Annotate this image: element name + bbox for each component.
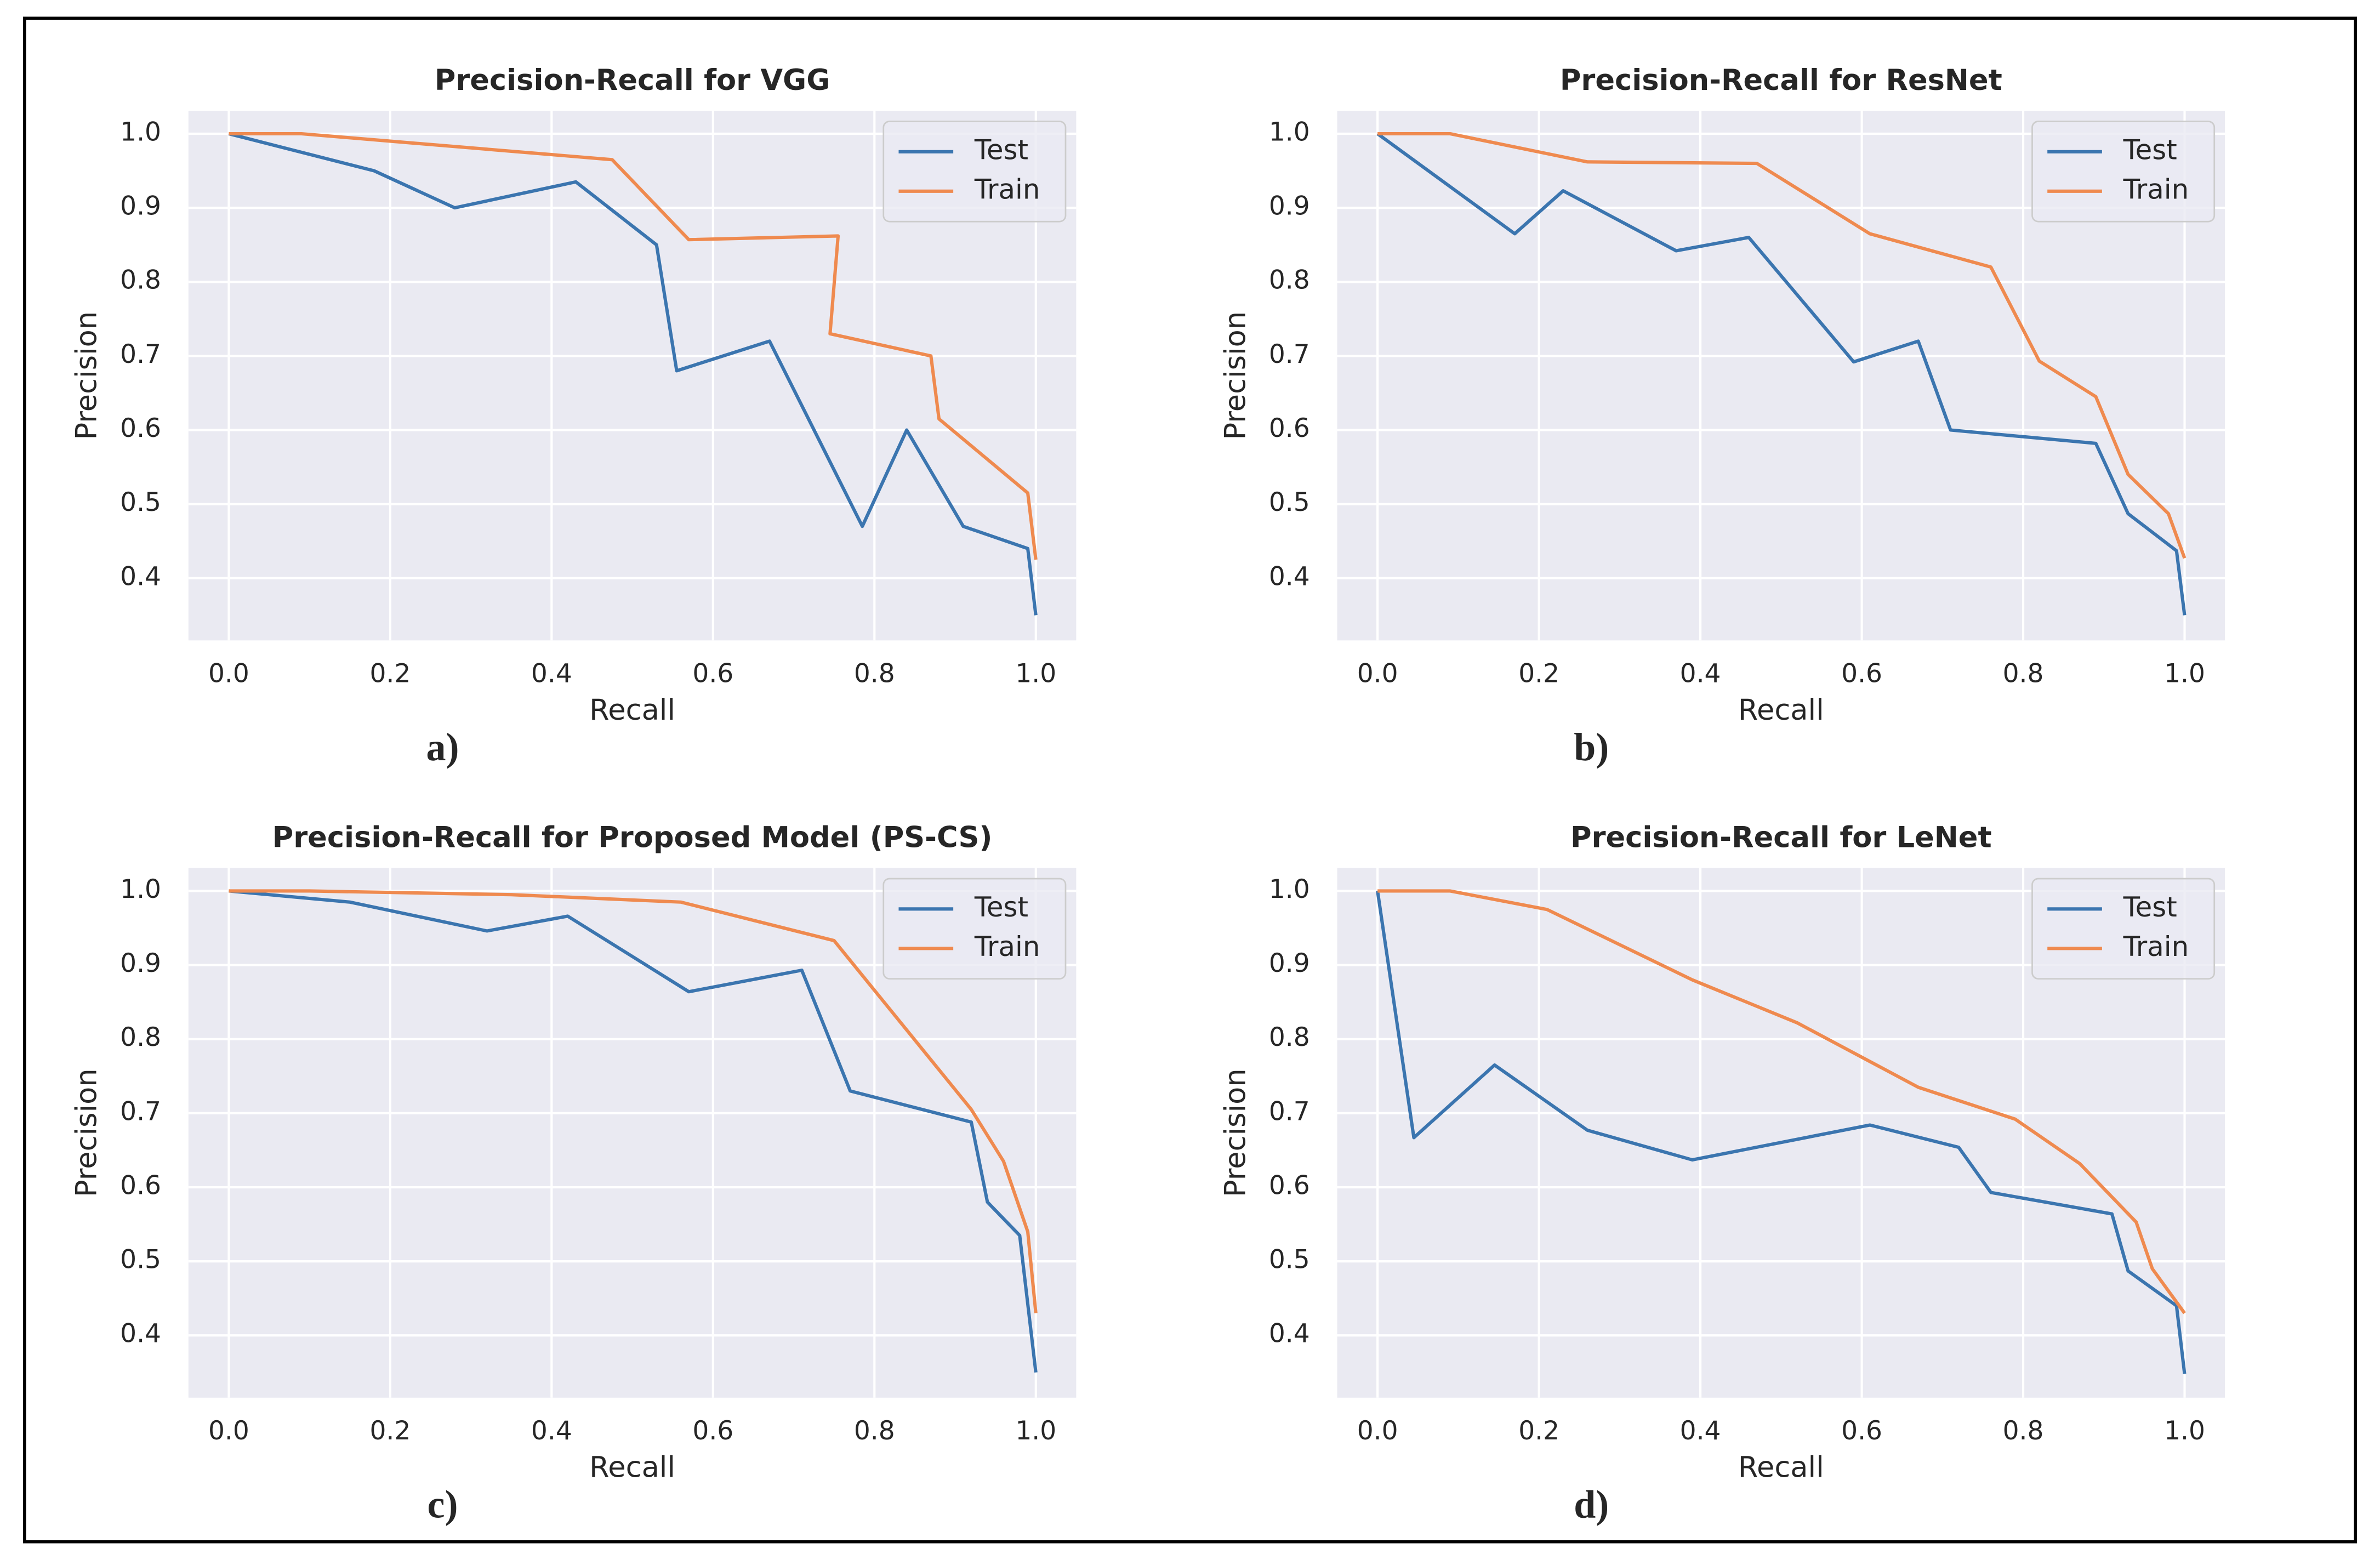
x-tick-label: 0.8 [854,1416,895,1446]
y-tick-label: 0.6 [120,413,161,443]
y-tick-label: 0.5 [120,487,161,517]
legend-label: Train [2123,931,2189,963]
x-tick-label: 0.6 [692,658,733,688]
y-tick-label: 0.9 [1269,191,1310,221]
legend-box [882,121,1067,223]
y-tick-label: 0.6 [120,1170,161,1200]
x-tick-label: 0.0 [208,658,249,688]
x-axis-label: Recall [589,1451,675,1484]
y-axis-label: Precision [70,1068,104,1197]
y-tick-label: 0.6 [1269,1170,1310,1200]
series-line [228,132,1038,616]
x-tick-label: 0.2 [1518,658,1559,688]
series-line [1377,889,2186,1314]
legend-label: Test [974,134,1028,166]
chart-title: Precision-Recall for LeNet [1570,821,1992,855]
y-tick-label: 0.4 [120,561,161,591]
y-tick-label: 0.9 [120,191,161,221]
series-line [229,889,1038,1314]
x-tick-label: 0.2 [369,1416,411,1446]
y-tick-label: 0.8 [120,265,161,295]
legend-label: Train [2123,173,2189,205]
legend-box [2031,878,2216,980]
y-tick-label: 0.7 [1269,339,1310,369]
x-tick-label: 0.4 [1680,658,1721,688]
x-tick-label: 0.2 [1518,1416,1559,1446]
x-tick-label: 0.8 [2003,658,2044,688]
x-tick-label: 0.4 [1680,1416,1721,1446]
y-axis-label: Precision [1219,1068,1252,1197]
y-tick-label: 1.0 [120,874,161,904]
y-tick-label: 0.4 [120,1319,161,1349]
series-line [1376,132,2187,616]
y-axis-label: Precision [1219,311,1252,440]
legend-label: Train [974,173,1040,205]
y-tick-label: 1.0 [120,117,161,147]
legend-box [2031,121,2216,223]
legend-box [882,878,1067,980]
x-tick-label: 0.2 [369,658,411,688]
legend-label: Test [974,891,1028,923]
legend-label: Test [2123,891,2177,923]
panel-caption: a) [426,725,459,769]
x-axis-label: Recall [1738,693,1824,727]
chart-title: Precision-Recall for VGG [435,64,830,97]
y-tick-label: 0.4 [1269,1319,1310,1349]
y-tick-label: 1.0 [1269,874,1310,904]
y-tick-label: 0.5 [120,1245,161,1275]
x-tick-label: 0.0 [1357,658,1398,688]
panel-caption: d) [1574,1482,1609,1526]
series-line [1376,891,2187,1374]
chart-title: Precision-Recall for ResNet [1560,64,2002,97]
y-tick-label: 0.9 [1269,948,1310,978]
legend-label: Test [2123,134,2177,166]
x-tick-label: 0.8 [854,658,895,688]
panel-caption: b) [1574,725,1609,769]
x-tick-label: 1.0 [2164,658,2205,688]
series-line [229,889,1038,1373]
x-tick-label: 1.0 [1015,658,1056,688]
y-tick-label: 0.9 [120,948,161,978]
x-tick-label: 1.0 [1015,1416,1056,1446]
x-axis-label: Recall [1738,1451,1824,1484]
y-tick-label: 0.4 [1269,561,1310,591]
x-tick-label: 0.8 [2003,1416,2044,1446]
y-tick-label: 0.7 [1269,1096,1310,1126]
x-tick-label: 0.4 [531,1416,572,1446]
panel-caption: c) [428,1482,458,1526]
y-tick-label: 0.8 [1269,265,1310,295]
x-axis-label: Recall [589,693,675,727]
y-tick-label: 0.5 [1269,487,1310,517]
y-tick-label: 0.7 [120,339,161,369]
legend-label: Train [974,931,1040,963]
x-tick-label: 0.6 [692,1416,733,1446]
y-tick-label: 0.6 [1269,413,1310,443]
x-tick-label: 0.4 [531,658,572,688]
chart-title: Precision-Recall for Proposed Model (PS-… [272,821,993,855]
series-line [229,132,1038,560]
y-tick-label: 0.7 [120,1096,161,1126]
y-tick-label: 1.0 [1269,117,1310,147]
y-axis-label: Precision [70,311,104,440]
x-tick-label: 0.6 [1841,658,1882,688]
y-tick-label: 0.5 [1269,1245,1310,1275]
y-tick-label: 0.8 [1269,1022,1310,1052]
x-tick-label: 0.6 [1841,1416,1882,1446]
series-line [1377,132,2187,559]
x-tick-label: 0.0 [1357,1416,1398,1446]
x-tick-label: 1.0 [2164,1416,2205,1446]
y-tick-label: 0.8 [120,1022,161,1052]
x-tick-label: 0.0 [208,1416,249,1446]
